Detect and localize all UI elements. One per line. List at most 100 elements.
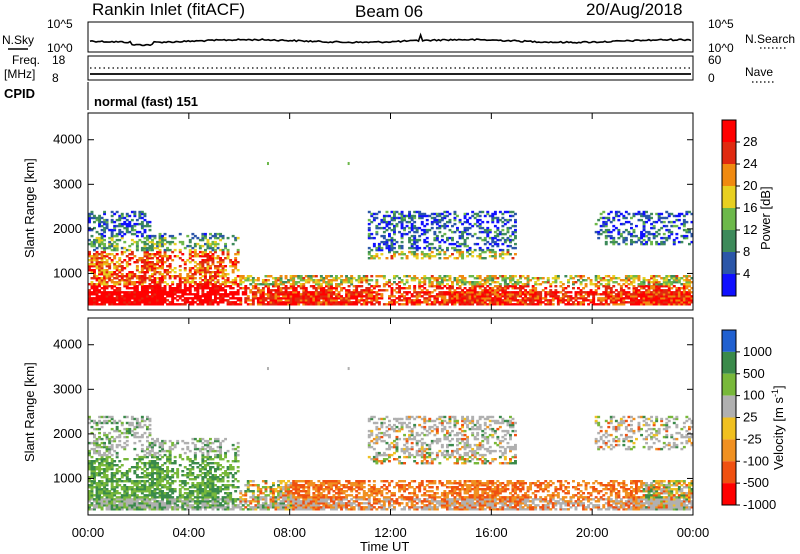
power-cell bbox=[287, 303, 291, 306]
velocity-cell bbox=[143, 494, 147, 497]
power-cell bbox=[486, 234, 490, 238]
power-cell bbox=[526, 275, 530, 278]
velocity-cell bbox=[95, 421, 99, 425]
power-cell bbox=[211, 293, 215, 296]
velocity-cell bbox=[103, 464, 107, 467]
power-cell bbox=[433, 220, 437, 224]
power-cell bbox=[609, 299, 613, 302]
power-cell bbox=[214, 293, 217, 296]
velocity-cell bbox=[123, 474, 127, 477]
power-cell bbox=[400, 250, 404, 254]
velocity-cell bbox=[123, 486, 127, 489]
power-cell bbox=[390, 236, 394, 240]
velocity-cell bbox=[115, 504, 119, 507]
power-cell bbox=[133, 287, 137, 290]
velocity-cell bbox=[118, 439, 122, 443]
velocity-cell bbox=[158, 441, 162, 445]
power-cell bbox=[209, 299, 212, 302]
power-cell bbox=[665, 297, 669, 300]
power-cell bbox=[161, 263, 165, 266]
power-cell bbox=[574, 303, 578, 306]
power-cell bbox=[90, 240, 94, 244]
power-cell bbox=[209, 291, 212, 294]
power-cell bbox=[478, 214, 482, 218]
power-cell bbox=[393, 230, 396, 234]
velocity-cell bbox=[135, 480, 139, 483]
power-cell bbox=[229, 303, 233, 306]
power-cell bbox=[541, 277, 545, 280]
velocity-cell bbox=[100, 476, 104, 479]
power-cell bbox=[503, 275, 507, 278]
power-cell bbox=[115, 277, 119, 280]
velocity-cell bbox=[156, 439, 160, 443]
power-cell bbox=[667, 214, 671, 218]
power-cell bbox=[408, 216, 412, 220]
power-cell bbox=[572, 283, 575, 286]
power-cell bbox=[259, 295, 263, 298]
power-cell bbox=[158, 287, 162, 290]
velocity-cell bbox=[153, 482, 157, 485]
power-cell bbox=[201, 263, 205, 266]
power-cell bbox=[289, 285, 293, 288]
velocity-cell bbox=[108, 441, 112, 445]
power-cell bbox=[156, 291, 160, 294]
power-cell bbox=[486, 212, 490, 216]
power-cell bbox=[473, 289, 477, 292]
power-cell bbox=[146, 303, 149, 306]
power-cell bbox=[564, 275, 568, 278]
power-cell bbox=[632, 285, 636, 288]
power-cell bbox=[148, 269, 152, 272]
velocity-cell bbox=[148, 449, 152, 453]
velocity-cell bbox=[148, 464, 152, 467]
power-cell bbox=[88, 216, 91, 220]
power-cell bbox=[178, 291, 182, 294]
power-cell bbox=[551, 297, 555, 300]
power-cell bbox=[488, 303, 492, 306]
power-cell bbox=[657, 297, 661, 300]
power-cell bbox=[466, 228, 470, 232]
velocity-cell bbox=[108, 431, 112, 435]
power-colorbar-tick-label: 28 bbox=[743, 134, 757, 149]
velocity-cell bbox=[151, 482, 154, 485]
power-cell bbox=[201, 295, 205, 298]
velocity-cell bbox=[115, 464, 119, 467]
power-cell bbox=[140, 232, 144, 236]
power-cell bbox=[612, 285, 616, 288]
power-cell bbox=[143, 297, 147, 300]
power-cell bbox=[113, 224, 117, 228]
power-cell bbox=[88, 291, 91, 294]
power-cell bbox=[446, 303, 449, 306]
velocity-cell bbox=[123, 431, 127, 435]
power-cell bbox=[574, 295, 578, 298]
power-cell bbox=[221, 248, 225, 252]
power-cell bbox=[153, 303, 157, 306]
power-cell bbox=[307, 277, 311, 280]
power-cell bbox=[181, 295, 185, 298]
power-cell bbox=[657, 283, 661, 286]
power-cell bbox=[156, 299, 160, 302]
velocity-cell bbox=[115, 443, 119, 447]
velocity-cell bbox=[138, 435, 142, 439]
power-cell bbox=[645, 234, 649, 238]
velocity-cell bbox=[90, 472, 94, 475]
power-cell bbox=[377, 226, 381, 230]
power-cell bbox=[514, 303, 517, 306]
power-cell bbox=[206, 271, 210, 274]
power-cell bbox=[647, 279, 651, 282]
power-cell bbox=[100, 259, 104, 262]
power-cell bbox=[173, 255, 177, 258]
power-cell bbox=[380, 297, 384, 300]
power-cell bbox=[382, 220, 386, 224]
power-cell bbox=[672, 238, 676, 242]
power-cell bbox=[231, 287, 235, 290]
power-cell bbox=[622, 222, 626, 226]
power-cell bbox=[440, 297, 444, 300]
velocity-cell bbox=[130, 423, 134, 427]
power-cell bbox=[609, 295, 613, 298]
power-cell bbox=[496, 303, 500, 306]
power-cell bbox=[665, 277, 669, 280]
velocity-cell bbox=[151, 464, 154, 467]
velocity-cell bbox=[143, 464, 147, 467]
power-cell bbox=[236, 248, 240, 252]
power-cell bbox=[332, 301, 336, 304]
